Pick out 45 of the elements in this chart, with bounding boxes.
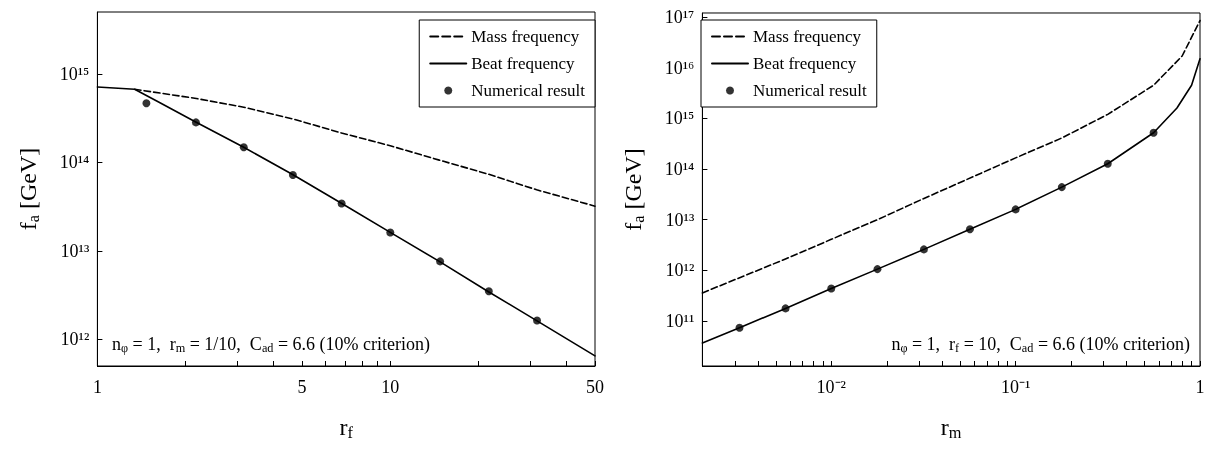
x-tick-label: 10⁻²: [816, 377, 846, 397]
point: [919, 245, 928, 254]
x-tick-label: 50: [586, 377, 604, 397]
point: [191, 118, 200, 127]
x-tick-label: 10: [381, 377, 400, 397]
y-tick-label: 10¹⁴: [59, 152, 90, 173]
point: [1149, 128, 1158, 137]
y-axis-title: fa [GeV]: [620, 148, 648, 231]
y-tick-label: 10¹⁶: [664, 57, 695, 78]
point: [337, 199, 346, 208]
point: [436, 257, 445, 266]
x-tick-label: 1: [92, 377, 102, 397]
y-tick-label: 10¹⁵: [664, 108, 695, 129]
y-tick-label: 10¹⁴: [664, 159, 695, 180]
y-tick-label: 10¹⁵: [59, 63, 90, 84]
legend-label: Mass frequency: [753, 27, 862, 46]
legend-label: Beat frequency: [471, 54, 576, 73]
point: [239, 143, 248, 152]
point: [386, 228, 395, 237]
y-axis-title: fa [GeV]: [15, 147, 43, 231]
point: [735, 323, 744, 332]
point: [1011, 205, 1020, 214]
y-tick-label: 10¹²: [665, 260, 695, 281]
point: [873, 265, 882, 274]
point: [965, 225, 974, 234]
y-tick-label: 10¹⁷: [664, 7, 695, 27]
legend-label: Numerical result: [471, 81, 586, 100]
point: [1057, 183, 1066, 192]
y-tick-label: 10¹¹: [665, 311, 695, 332]
y-tick-label: 10¹³: [60, 240, 90, 261]
y-tick-label: 10¹²: [60, 329, 90, 350]
x-tick-label: 5: [297, 377, 307, 397]
legend-label: Numerical result: [753, 81, 868, 100]
point: [533, 316, 542, 325]
legend-label: Mass frequency: [471, 27, 580, 46]
point: [484, 287, 493, 296]
y-tick-label: 10¹³: [665, 209, 695, 230]
point: [142, 99, 151, 108]
x-tick-label: 10⁻¹: [1000, 377, 1031, 397]
point: [288, 170, 297, 179]
x-tick-label: 1: [1195, 377, 1205, 397]
point: [781, 304, 790, 313]
point: [1103, 159, 1112, 168]
point: [827, 284, 836, 293]
legend-label: Beat frequency: [753, 54, 857, 73]
